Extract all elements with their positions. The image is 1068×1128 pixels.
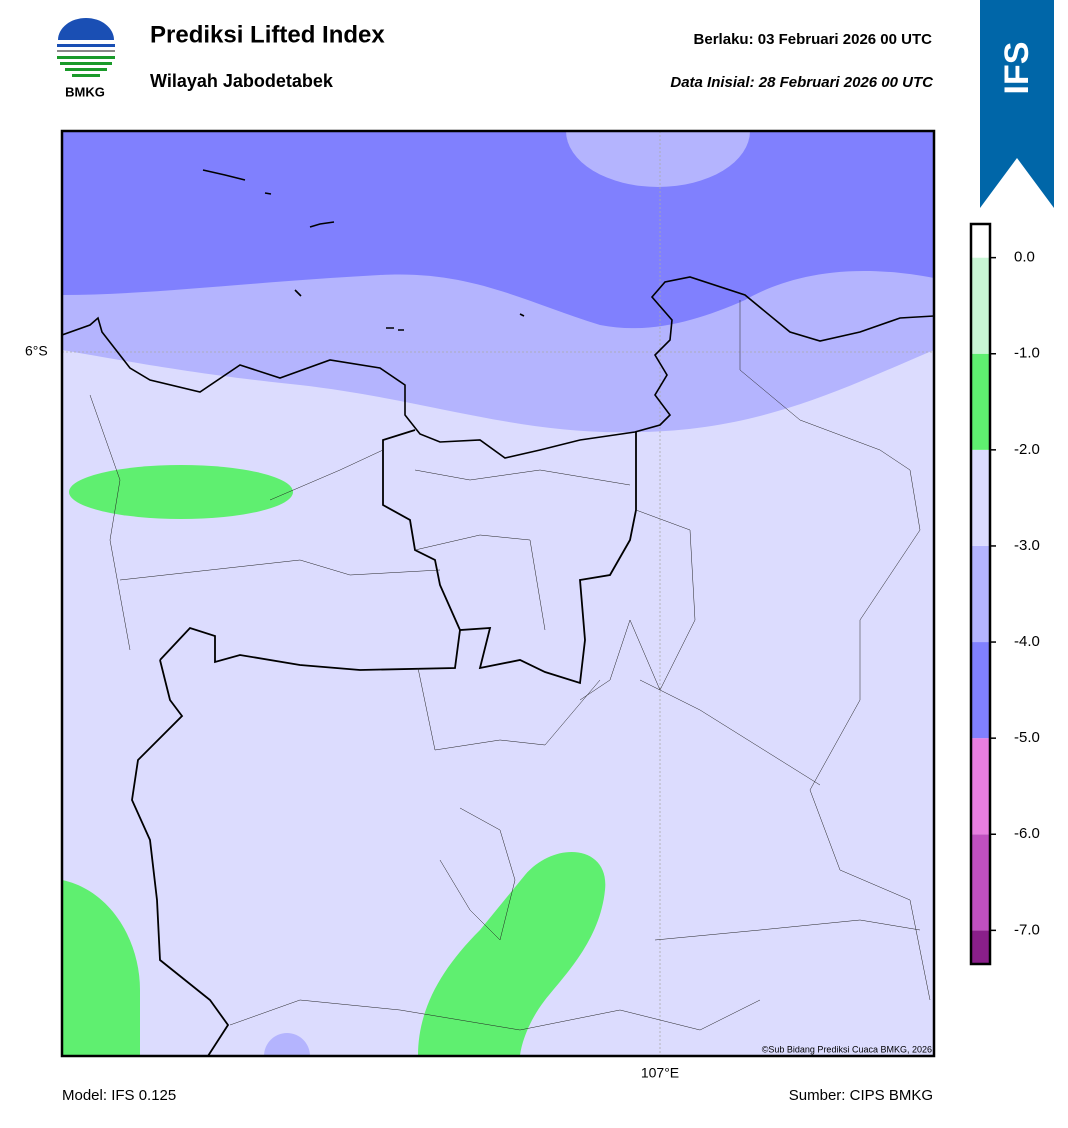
logo-text: BMKG [65, 84, 105, 99]
title: Prediksi Lifted Index [150, 21, 385, 48]
lon-label: 107°E [641, 1065, 679, 1081]
lat-label: 6°S [25, 343, 48, 359]
logo: BMKG [57, 18, 115, 99]
colorbar-tick-label: -7.0 [1014, 921, 1040, 938]
colorbar-tick-label: -5.0 [1014, 729, 1040, 746]
credit: ©Sub Bidang Prediksi Cuaca BMKG, 2026 [762, 1044, 932, 1054]
map [62, 131, 934, 1056]
colorbar-segment [971, 738, 990, 835]
init-time: Data Inisial: 28 Februari 2026 00 UTC [670, 74, 934, 91]
colorbar-segment [971, 224, 990, 258]
colorbar-segment [971, 545, 990, 643]
colorbar-segment [971, 353, 990, 450]
colorbar-frame [969, 222, 992, 966]
colorbar-tick-label: -4.0 [1014, 633, 1040, 650]
model-label: Model: IFS 0.125 [62, 1087, 176, 1104]
colorbar-segment [971, 642, 990, 739]
colorbar-tick-label: -2.0 [1014, 441, 1040, 458]
colorbar-tick-label: -3.0 [1014, 537, 1040, 554]
colorbar-segment [971, 449, 990, 546]
colorbar-segment [971, 930, 990, 964]
colorbar-tick-label: -6.0 [1014, 825, 1040, 842]
badge: IFS [980, 0, 1054, 208]
colorbar-segment [971, 834, 990, 931]
colorbar-segment [971, 257, 990, 354]
subtitle: Wilayah Jabodetabek [150, 71, 334, 91]
source-label: Sumber: CIPS BMKG [789, 1087, 933, 1104]
badge-text: IFS [998, 42, 1036, 95]
colorbar: 0.0 -1.0 -2.0 -3.0 -4.0 -5.0 -6.0 -7.0 [969, 222, 1040, 966]
colorbar-tick-label: -1.0 [1014, 345, 1040, 362]
map-frame [60, 129, 936, 1058]
valid-time: Berlaku: 03 Februari 2026 00 UTC [694, 31, 933, 48]
colorbar-tick-label: 0.0 [1014, 249, 1035, 266]
